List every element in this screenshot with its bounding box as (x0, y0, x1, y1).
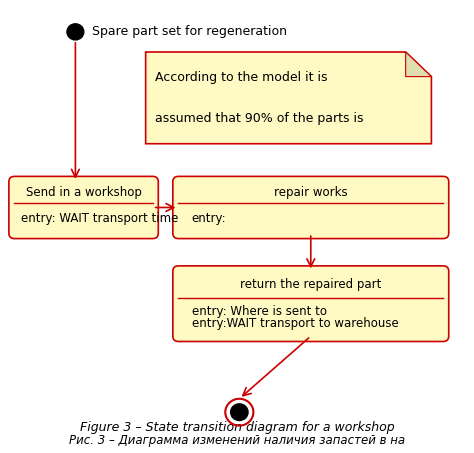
Text: Figure 3 – State transition diagram for a workshop: Figure 3 – State transition diagram for … (80, 421, 394, 434)
FancyBboxPatch shape (173, 266, 449, 342)
FancyBboxPatch shape (9, 176, 158, 239)
Text: entry:WAIT transport to warehouse: entry:WAIT transport to warehouse (191, 317, 399, 330)
Polygon shape (406, 52, 431, 77)
Text: According to the model it is: According to the model it is (155, 71, 328, 84)
Polygon shape (146, 52, 431, 144)
Text: entry: WAIT transport time: entry: WAIT transport time (21, 212, 179, 225)
Circle shape (231, 404, 248, 420)
FancyBboxPatch shape (173, 176, 449, 239)
Text: entry:: entry: (191, 212, 226, 225)
Text: Spare part set for regeneration: Spare part set for regeneration (92, 25, 287, 39)
Text: Рис. 3 – Диаграмма изменений наличия запастей в на: Рис. 3 – Диаграмма изменений наличия зап… (69, 434, 405, 447)
Circle shape (67, 24, 84, 40)
Text: Send in a workshop: Send in a workshop (26, 186, 142, 199)
Text: return the repaired part: return the repaired part (240, 279, 382, 291)
Text: repair works: repair works (274, 186, 347, 199)
Text: entry: Where is sent to: entry: Where is sent to (191, 304, 327, 318)
Text: assumed that 90% of the parts is: assumed that 90% of the parts is (155, 111, 364, 125)
